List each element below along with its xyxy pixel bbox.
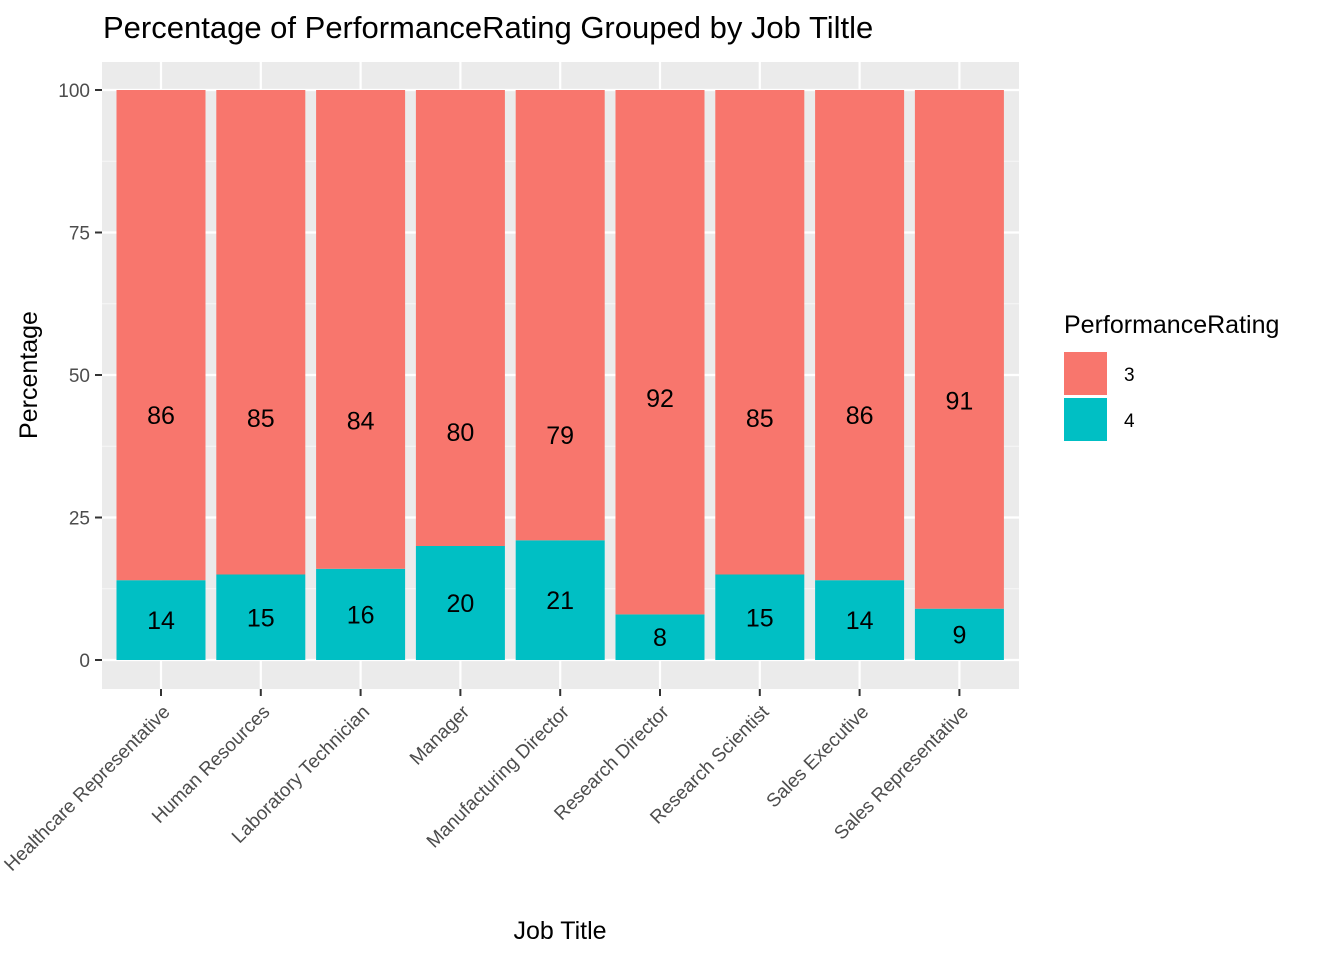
x-tick-label: Healthcare Representative [1, 702, 175, 876]
bars [116, 90, 1004, 660]
bar-segment [316, 568, 406, 660]
data-label: 86 [147, 402, 175, 430]
data-label: 86 [846, 402, 874, 430]
data-label: 80 [446, 419, 474, 447]
bar-segment [515, 90, 605, 541]
data-label: 16 [347, 601, 375, 629]
bar-segment [615, 614, 705, 660]
legend-key [1064, 398, 1107, 441]
data-label: 9 [952, 621, 966, 649]
data-label: 20 [446, 590, 474, 618]
data-labels: 14 86 15 85 16 84 20 80 21 79 8 92 15 85 14 86 9 91 [147, 385, 973, 652]
bar-segment [116, 90, 206, 581]
legend: PerformanceRating 3 4 [1064, 311, 1279, 441]
data-label: 15 [247, 604, 275, 632]
y-tick-label: 50 [69, 366, 90, 387]
chart-title: Percentage of PerformanceRating Grouped … [103, 10, 874, 45]
data-label: 92 [646, 385, 674, 413]
data-label: 14 [147, 607, 175, 635]
data-label: 85 [746, 405, 774, 433]
data-label: 85 [247, 405, 275, 433]
bar-segment [515, 540, 605, 660]
y-axis-title: Percentage [15, 311, 43, 439]
data-label: 15 [746, 604, 774, 632]
x-tick-label: Sales Executive [763, 702, 873, 812]
legend-label: 4 [1124, 411, 1135, 432]
bar-segment [615, 90, 705, 615]
legend-key [1064, 352, 1107, 395]
data-label: 84 [347, 408, 375, 436]
legend-title: PerformanceRating [1064, 311, 1279, 339]
legend-label: 3 [1124, 365, 1135, 386]
y-tick-label: 0 [79, 651, 90, 672]
x-tick-label: Manager [406, 701, 474, 769]
bar-segment [216, 574, 306, 660]
bar-segment [914, 90, 1004, 609]
x-axis-title: Job Title [513, 917, 606, 945]
data-label: 21 [546, 587, 574, 615]
bar-segment [316, 90, 406, 569]
bar-segment [815, 90, 905, 581]
bar-segment [715, 90, 805, 575]
y-axis: 0 25 50 75 100 [58, 81, 102, 672]
data-label: 79 [546, 422, 574, 450]
bar-segment [116, 580, 206, 660]
y-tick-label: 100 [58, 81, 90, 102]
bar-segment [914, 608, 1004, 660]
data-label: 91 [945, 388, 973, 416]
bar-segment [815, 580, 905, 660]
bar-segment [715, 574, 805, 660]
bar-segment [415, 546, 505, 660]
bar-segment [216, 90, 306, 575]
y-tick-label: 75 [69, 224, 90, 245]
bar-segment [415, 90, 505, 546]
y-tick-label: 25 [69, 509, 90, 530]
data-label: 14 [846, 607, 874, 635]
data-label: 8 [653, 624, 667, 652]
